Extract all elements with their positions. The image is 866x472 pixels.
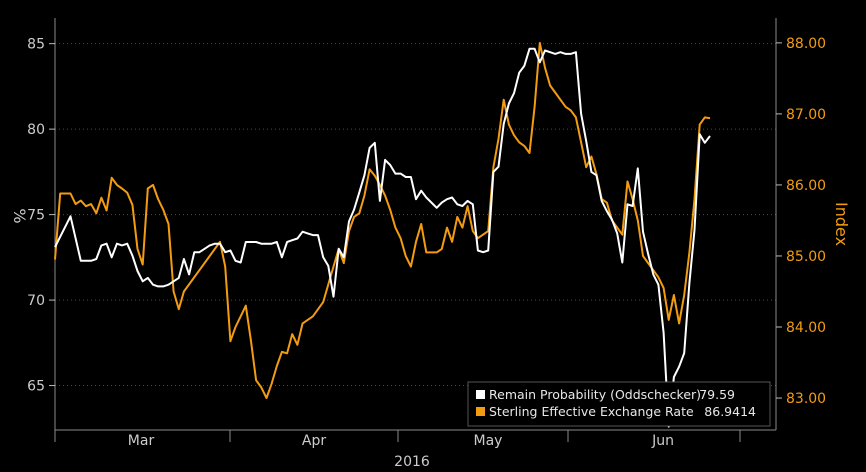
- remain-probability-line: [54, 47, 711, 428]
- legend-value: 79.59: [699, 387, 735, 402]
- right-tick-label: 88.00: [786, 36, 826, 52]
- left-axis-title: %: [10, 208, 29, 223]
- x-tick-label: Jun: [651, 433, 674, 449]
- legend: Remain Probability (Oddschecker)79.59 Ste…: [467, 381, 771, 427]
- legend-label: Remain Probability (Oddschecker): [489, 387, 701, 402]
- left-tick-label: 75: [27, 208, 45, 224]
- right-tick-label: 86.00: [786, 178, 826, 194]
- legend-box: [467, 381, 771, 427]
- x-tick-label: Mar: [128, 433, 155, 449]
- sterling-exchange-rate-line: [54, 41, 711, 399]
- legend-label: Sterling Effective Exchange Rate: [489, 404, 694, 419]
- x-tick-label: Apr: [302, 433, 326, 449]
- left-tick-label: 70: [27, 293, 45, 309]
- left-tick-label: 80: [27, 122, 45, 138]
- left-tick-label: 85: [27, 37, 45, 53]
- x-tick-label: May: [474, 433, 503, 449]
- right-tick-label: 83.00: [786, 391, 826, 407]
- right-axis-title: Index: [832, 202, 851, 246]
- right-tick-label: 84.00: [786, 320, 826, 336]
- grid: [55, 43, 776, 387]
- x-axis-title: 2016: [394, 454, 430, 470]
- right-tick-label: 87.00: [786, 107, 826, 123]
- legend-swatch: [476, 407, 485, 416]
- right-tick-label: 85.00: [786, 249, 826, 265]
- x-axis: Mar Apr May Jun 2016: [54, 429, 776, 470]
- legend-swatch: [476, 390, 485, 399]
- right-axis: 83.00 84.00 85.00 86.00 87.00 88.00 Index: [775, 18, 851, 430]
- left-axis: 65 70 75 80 85%: [10, 18, 56, 430]
- legend-value: 86.9414: [704, 404, 756, 419]
- series-layer: [54, 41, 711, 428]
- left-tick-label: 65: [27, 379, 45, 395]
